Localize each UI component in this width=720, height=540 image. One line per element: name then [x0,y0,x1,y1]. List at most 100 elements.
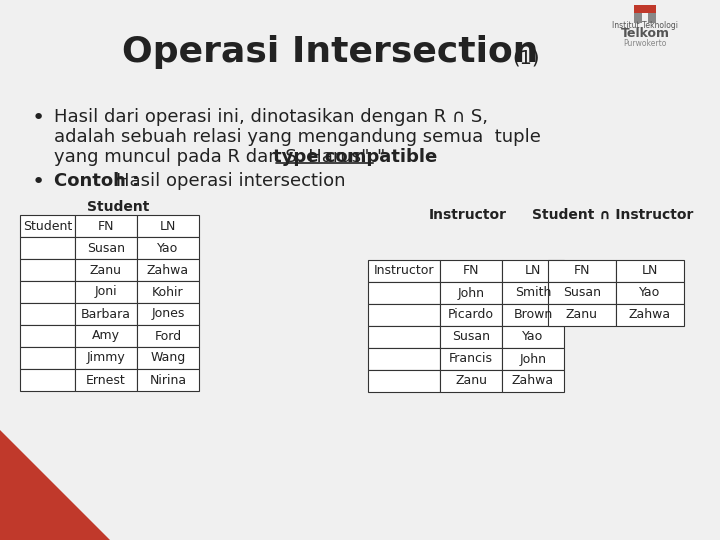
Text: type compatible: type compatible [273,148,438,166]
Polygon shape [0,430,110,540]
Text: Student: Student [23,219,72,233]
Bar [20,215,75,237]
Bar [20,259,75,281]
Bar [368,348,440,370]
Text: John: John [520,353,546,366]
Bar [75,347,137,369]
Text: Institut Teknologi: Institut Teknologi [612,21,678,30]
Text: Smith: Smith [515,287,552,300]
Bar [440,326,502,348]
Text: Zahwa: Zahwa [512,375,554,388]
Bar [137,259,199,281]
Text: Ernest: Ernest [86,374,126,387]
Text: Amy: Amy [92,329,120,342]
Text: Instructor: Instructor [374,265,434,278]
Bar [502,282,564,304]
Text: FN: FN [98,219,114,233]
Bar [75,281,137,303]
Text: FN: FN [463,265,480,278]
Text: yang muncul pada R dan S. Harus": yang muncul pada R dan S. Harus" [54,148,369,166]
Text: Zanu: Zanu [455,375,487,388]
Bar [368,370,440,392]
Bar [75,215,137,237]
Bar [137,303,199,325]
Text: Zanu: Zanu [566,308,598,321]
Text: Barbara: Barbara [81,307,131,321]
Text: Yao: Yao [523,330,544,343]
Bar [502,370,564,392]
Text: Telkom: Telkom [621,27,670,40]
Text: Kohir: Kohir [152,286,184,299]
Text: Operasi Intersection: Operasi Intersection [122,35,539,69]
Bar [368,282,440,304]
Bar [20,347,75,369]
Bar [616,282,684,304]
Text: Ford: Ford [154,329,181,342]
Bar [502,260,564,282]
Text: (1): (1) [512,49,539,68]
Text: Instructor: Instructor [429,208,507,222]
Bar [20,303,75,325]
Bar [548,260,616,282]
Bar [440,282,502,304]
Bar [502,304,564,326]
Bar [137,369,199,391]
Text: LN: LN [160,219,176,233]
Text: Susan: Susan [87,241,125,254]
Text: Picardo: Picardo [448,308,494,321]
Text: Student: Student [87,200,149,214]
Text: Jones: Jones [151,307,185,321]
Text: Wang: Wang [150,352,186,365]
Text: Student ∩ Instructor: Student ∩ Instructor [532,208,693,222]
Bar [20,369,75,391]
Text: •: • [32,108,45,128]
Text: Nirina: Nirina [150,374,186,387]
Bar [137,325,199,347]
Bar [634,13,642,23]
Text: Yao: Yao [639,287,661,300]
Text: adalah sebuah relasi yang mengandung semua  tuple: adalah sebuah relasi yang mengandung sem… [54,128,541,146]
Text: FN: FN [574,265,590,278]
Bar [20,237,75,259]
Bar [634,5,656,13]
Bar [502,326,564,348]
Text: Contoh :: Contoh : [54,172,145,190]
Bar [137,237,199,259]
Bar [548,282,616,304]
Bar [440,348,502,370]
Text: Brown: Brown [513,308,553,321]
Bar [440,304,502,326]
Text: Hasil operasi intersection: Hasil operasi intersection [116,172,345,190]
Text: Francis: Francis [449,353,493,366]
Bar [548,304,616,326]
Bar [20,281,75,303]
Bar [368,326,440,348]
Bar [75,369,137,391]
Bar [75,237,137,259]
Bar [137,215,199,237]
Text: Purwokerto: Purwokerto [624,39,667,48]
Bar [616,304,684,326]
Bar [75,259,137,281]
Text: Jimmy: Jimmy [86,352,125,365]
Text: John: John [457,287,485,300]
Bar [20,325,75,347]
Bar [75,303,137,325]
Bar [368,304,440,326]
Text: Yao: Yao [158,241,179,254]
Bar [368,260,440,282]
Text: Joni: Joni [95,286,117,299]
Bar [75,325,137,347]
Bar [502,348,564,370]
Text: Zanu: Zanu [90,264,122,276]
Bar [137,281,199,303]
Text: •: • [32,172,45,192]
Text: Susan: Susan [452,330,490,343]
Bar [440,260,502,282]
Text: Zahwa: Zahwa [629,308,671,321]
Text: Susan: Susan [563,287,601,300]
Text: ": " [376,148,384,166]
Bar [648,13,656,23]
Bar [616,260,684,282]
Text: Zahwa: Zahwa [147,264,189,276]
